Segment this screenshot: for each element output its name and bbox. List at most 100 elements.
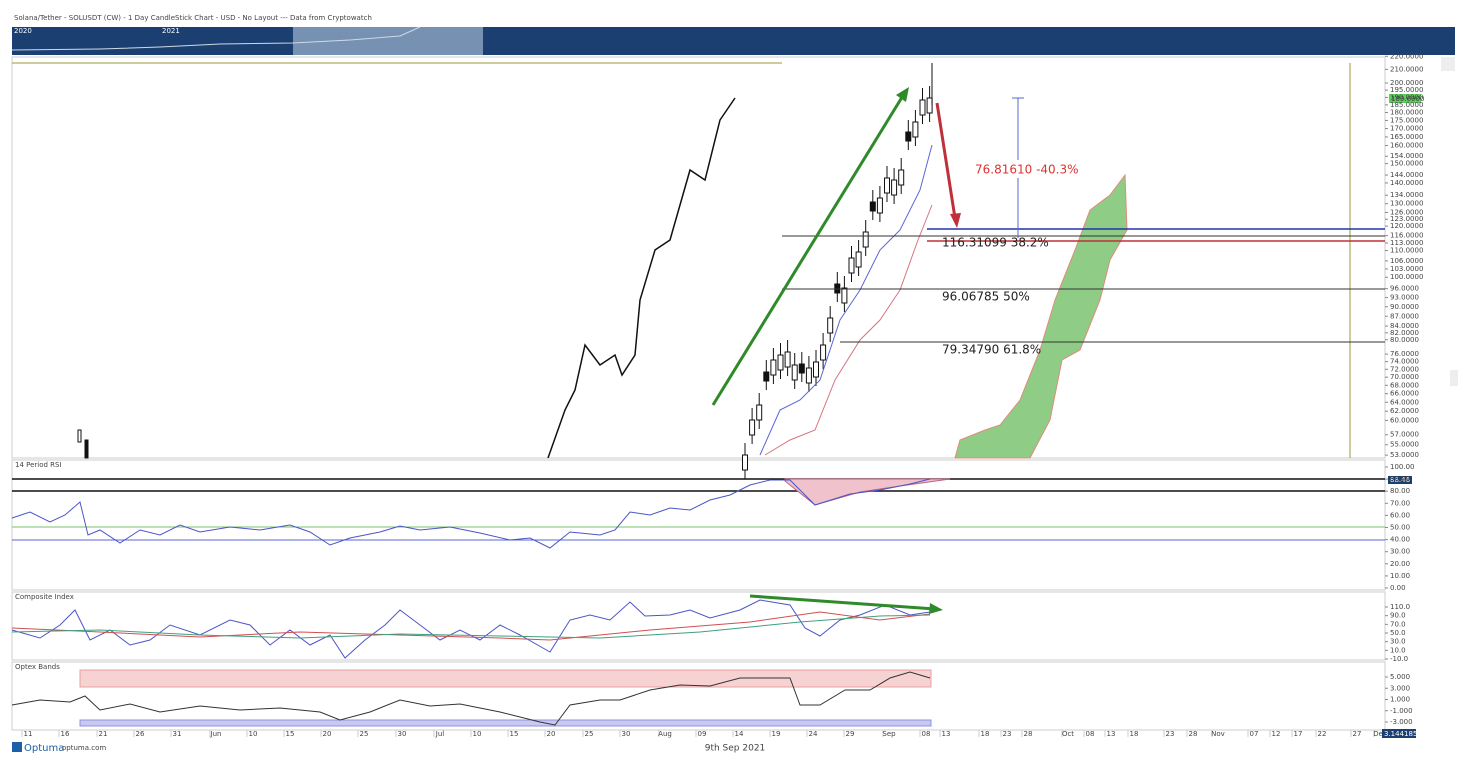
price-tick-label: 165.0000 [1390,133,1423,141]
navigator-line [11,26,421,51]
panel-title: Composite Index [15,593,74,601]
optex-tick-label: -3.000 [1390,718,1413,726]
price-line [547,97,736,459]
x-tick-label: Dec [1373,730,1387,738]
price-tick-label: 57.0000 [1390,431,1419,439]
x-tick-label: 23 [1166,730,1175,738]
candle [813,361,819,378]
price-tick-label: 106.0000 [1390,257,1423,265]
price-tick-label: 210.0000 [1390,65,1423,73]
rsi-tick-label: 30.00 [1390,548,1410,556]
price-tick-label: 120.0000 [1390,222,1423,230]
composite-tick-label: 70.0 [1390,620,1406,628]
x-tick-label: 19 [772,730,781,738]
candle [855,251,862,268]
x-tick-label: 20 [323,730,332,738]
price-tick-label: 82.0000 [1390,329,1419,337]
price-tick-label: 70.0000 [1390,373,1419,381]
composite-line [11,599,931,659]
x-tick-label: 07 [1250,730,1259,738]
nav-label: 2021 [162,27,180,35]
candle [876,197,883,214]
x-tick-label: 22 [1318,730,1327,738]
candle [891,179,898,196]
candle [742,454,748,471]
price-tick-label: 90.0000 [1390,303,1419,311]
price-tick-label: 113.0000 [1390,239,1423,247]
rsi-tick-label: 20.00 [1390,560,1410,568]
panel-title: 14 Period RSI [15,461,62,469]
candles [77,63,933,479]
price-tick-label: 110.0000 [1390,247,1423,255]
price-tick-label: 60.0000 [1390,416,1419,424]
candle [820,344,827,361]
cloud [954,173,1128,459]
x-tick-label: 29 [846,730,855,738]
x-tick-label: 18 [1130,730,1139,738]
price-tick-label: 134.0000 [1390,191,1423,199]
candle [827,317,834,334]
x-tick-label: 13 [1107,730,1116,738]
composite-avg [11,611,931,641]
fib-label: 116.31099 38.2% [942,236,1049,250]
x-tick-label: 26 [136,730,145,738]
price-tick-label: 72.0000 [1390,365,1419,373]
price-tick-label: 74.0000 [1390,358,1419,366]
candle [905,131,912,142]
price-tick-label: 144.0000 [1390,171,1423,179]
rsi-tick-label: 80.00 [1390,487,1410,495]
candle [805,367,812,384]
window-controls[interactable] [1400,14,1460,23]
candle [841,287,848,304]
x-axis: 11 16 21 26 31 Jun 10 15 20 25 30 Jul 10 15 20 25 30 Aug 0… [21,730,1387,738]
x-tick-label: Sep [882,730,896,738]
price-tick-label: 175.0000 [1390,116,1423,124]
brand: Optuma [24,743,64,754]
x-tick-label: 31 [173,730,182,738]
rsi-tick-label: 40.00 [1390,536,1410,544]
composite-tick-label: -10.0 [1390,655,1408,663]
fib-label: 96.06785 50% [942,290,1030,304]
lock-icon[interactable] [1441,57,1455,71]
price-tick-label: 126.0000 [1390,208,1423,216]
arrow-head [950,213,961,228]
arrow-head [929,603,943,614]
price-tick-label: 160.0000 [1390,142,1423,150]
trend-arrow [711,93,906,406]
price-tick-label: 53.0000 [1390,451,1419,459]
price-tick-label: 80.0000 [1390,336,1419,344]
panel-title: Optex Bands [15,663,60,671]
composite-tick-label: 50.0 [1390,629,1406,637]
x-tick-label: 28 [1024,730,1033,738]
price-tick-label: 66.0000 [1390,390,1419,398]
optex-tick-label: 3.000 [1390,684,1410,692]
side-toggle[interactable] [1450,370,1458,386]
x-tick-label: Jul [435,730,445,738]
composite-tick-label: 90.0 [1390,612,1406,620]
price-tick-label: 84.0000 [1390,322,1419,330]
logo [12,742,22,752]
price-tick-label: 185.0000 [1390,101,1423,109]
rsi-tick-label: 50.00 [1390,524,1410,532]
price-tick-label: 195.0000 [1390,86,1423,94]
price-tick-label: 180.0000 [1390,109,1423,117]
x-tick-label: 27 [1353,730,1362,738]
candle [884,177,890,194]
candle [848,257,855,274]
price-tick-label: 116.0000 [1390,232,1423,240]
current-price: 189.6900 [1391,95,1424,103]
price-tick-label: 220.0000 [1390,52,1423,60]
price-tick-label: 100.0000 [1390,273,1423,281]
candle [763,371,770,382]
candle [919,99,926,116]
x-tick-label: 24 [809,730,818,738]
price-tick-label: 96.0000 [1390,285,1419,293]
price-tick-label: 170.0000 [1390,125,1423,133]
candle [869,201,876,212]
price-tick-label: 150.0000 [1390,160,1423,168]
navigator[interactable] [12,27,1455,55]
optex-lower-band [79,719,932,727]
divergence-arrow [749,594,936,611]
x-tick-label: 15 [510,730,519,738]
rsi-tick-label: 0.00 [1390,584,1406,592]
